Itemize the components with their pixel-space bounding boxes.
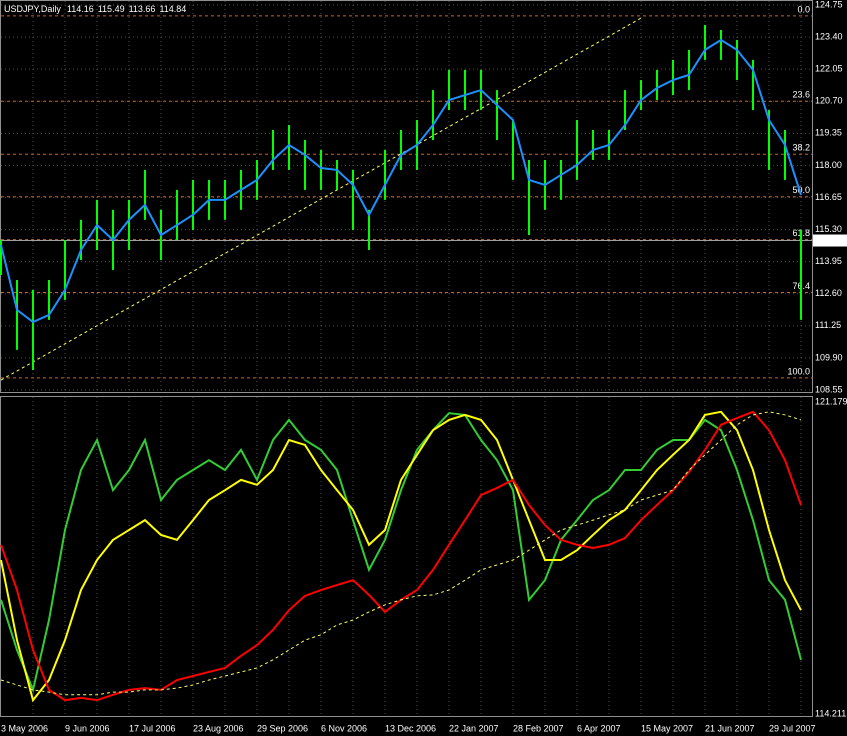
fib-label: 38.2	[792, 143, 810, 153]
trendline	[0, 17, 642, 381]
indicator-line	[0, 410, 802, 703]
y-tick-label: 114.211	[815, 708, 846, 718]
close: 114.84	[159, 4, 186, 14]
x-tick-label: 28 Feb 2007	[513, 723, 564, 733]
x-tick-label: 21 Jun 2007	[705, 723, 755, 733]
y-tick-label: 123.40	[815, 31, 843, 41]
y-tick-label: 111.25	[815, 320, 841, 330]
x-tick-label: 29 Sep 2006	[257, 723, 308, 733]
fib-label: 100.0	[787, 366, 810, 376]
indicator-panel	[0, 396, 813, 717]
y-tick-label: 113.95	[815, 256, 842, 266]
x-tick-label: 3 May 2006	[1, 723, 48, 733]
x-tick-label: 29 Jul 2007	[769, 723, 816, 733]
y-tick-label: 119.35	[815, 128, 842, 138]
indicator-line	[0, 411, 802, 696]
low: 113.66	[129, 4, 156, 14]
x-tick-label: 22 Jan 2007	[449, 723, 499, 733]
x-tick-label: 6 Apr 2007	[577, 723, 621, 733]
x-tick-label: 23 Aug 2006	[193, 723, 244, 733]
y-tick-label: 118.00	[815, 160, 842, 170]
indicator-line	[0, 412, 802, 694]
y-tick-label: 121.179	[815, 396, 847, 406]
y-tick-label: 120.70	[815, 96, 843, 106]
last-price-box	[813, 234, 847, 247]
x-tick-label: 17 Jul 2006	[129, 723, 176, 733]
open: 114.16	[67, 4, 94, 14]
moving-average	[0, 38, 802, 324]
y-tick-label: 115.30	[815, 224, 842, 234]
y-tick-label: 109.90	[815, 352, 843, 362]
y-tick-label: 124.75	[815, 0, 843, 9]
y-tick-label: 116.65	[815, 192, 842, 202]
y-tick-label: 108.55	[815, 384, 843, 394]
x-tick-label: 15 May 2007	[641, 723, 693, 733]
fib-label: 0.0	[797, 4, 810, 14]
y-tick-label: 112.60	[815, 288, 842, 298]
high: 115.49	[98, 4, 125, 14]
fib-label: 23.6	[792, 90, 810, 100]
last-price-label: 114.84	[816, 235, 843, 245]
fib-label: 50.0	[792, 185, 810, 195]
symbol: USDJPY,Daily	[4, 4, 61, 14]
chart-header: USDJPY,Daily 114.16 115.49 113.66 114.84	[4, 4, 186, 14]
x-tick-label: 13 Dec 2006	[385, 723, 436, 733]
x-tick-label: 9 Jun 2006	[65, 723, 110, 733]
y-tick-label: 122.05	[815, 64, 843, 74]
x-tick-label: 6 Nov 2006	[321, 723, 367, 733]
